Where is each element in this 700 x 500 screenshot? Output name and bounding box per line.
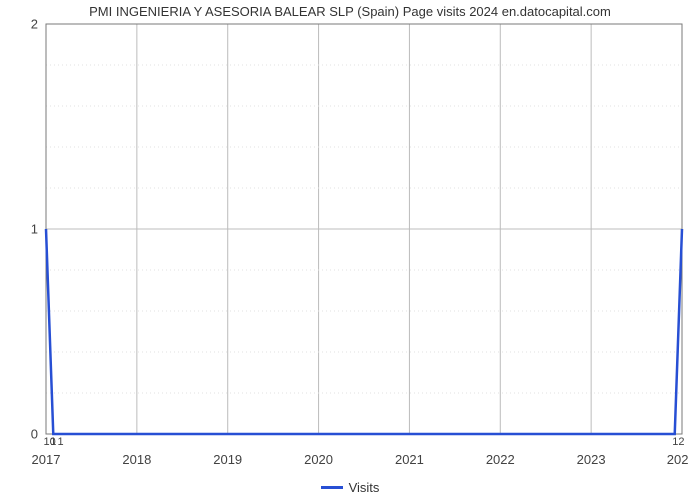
data-point-label: 12 bbox=[672, 436, 684, 448]
data-point-label: 1 bbox=[50, 436, 56, 448]
legend-swatch bbox=[321, 486, 343, 489]
x-tick-label: 2020 bbox=[304, 452, 333, 467]
x-tick-label: 2021 bbox=[395, 452, 424, 467]
x-tick-label: 202 bbox=[667, 452, 689, 467]
x-tick-label: 2022 bbox=[486, 452, 515, 467]
chart-svg bbox=[0, 0, 700, 500]
x-tick-label: 2023 bbox=[577, 452, 606, 467]
data-point-label: 1 bbox=[57, 436, 63, 448]
x-tick-label: 2018 bbox=[122, 452, 151, 467]
y-tick-label: 2 bbox=[0, 17, 38, 32]
y-tick-label: 1 bbox=[0, 222, 38, 237]
x-tick-label: 2017 bbox=[32, 452, 61, 467]
y-tick-label: 0 bbox=[0, 427, 38, 442]
legend-label: Visits bbox=[349, 480, 380, 495]
legend: Visits bbox=[0, 480, 700, 495]
x-tick-label: 2019 bbox=[213, 452, 242, 467]
chart-container: PMI INGENIERIA Y ASESORIA BALEAR SLP (Sp… bbox=[0, 0, 700, 500]
